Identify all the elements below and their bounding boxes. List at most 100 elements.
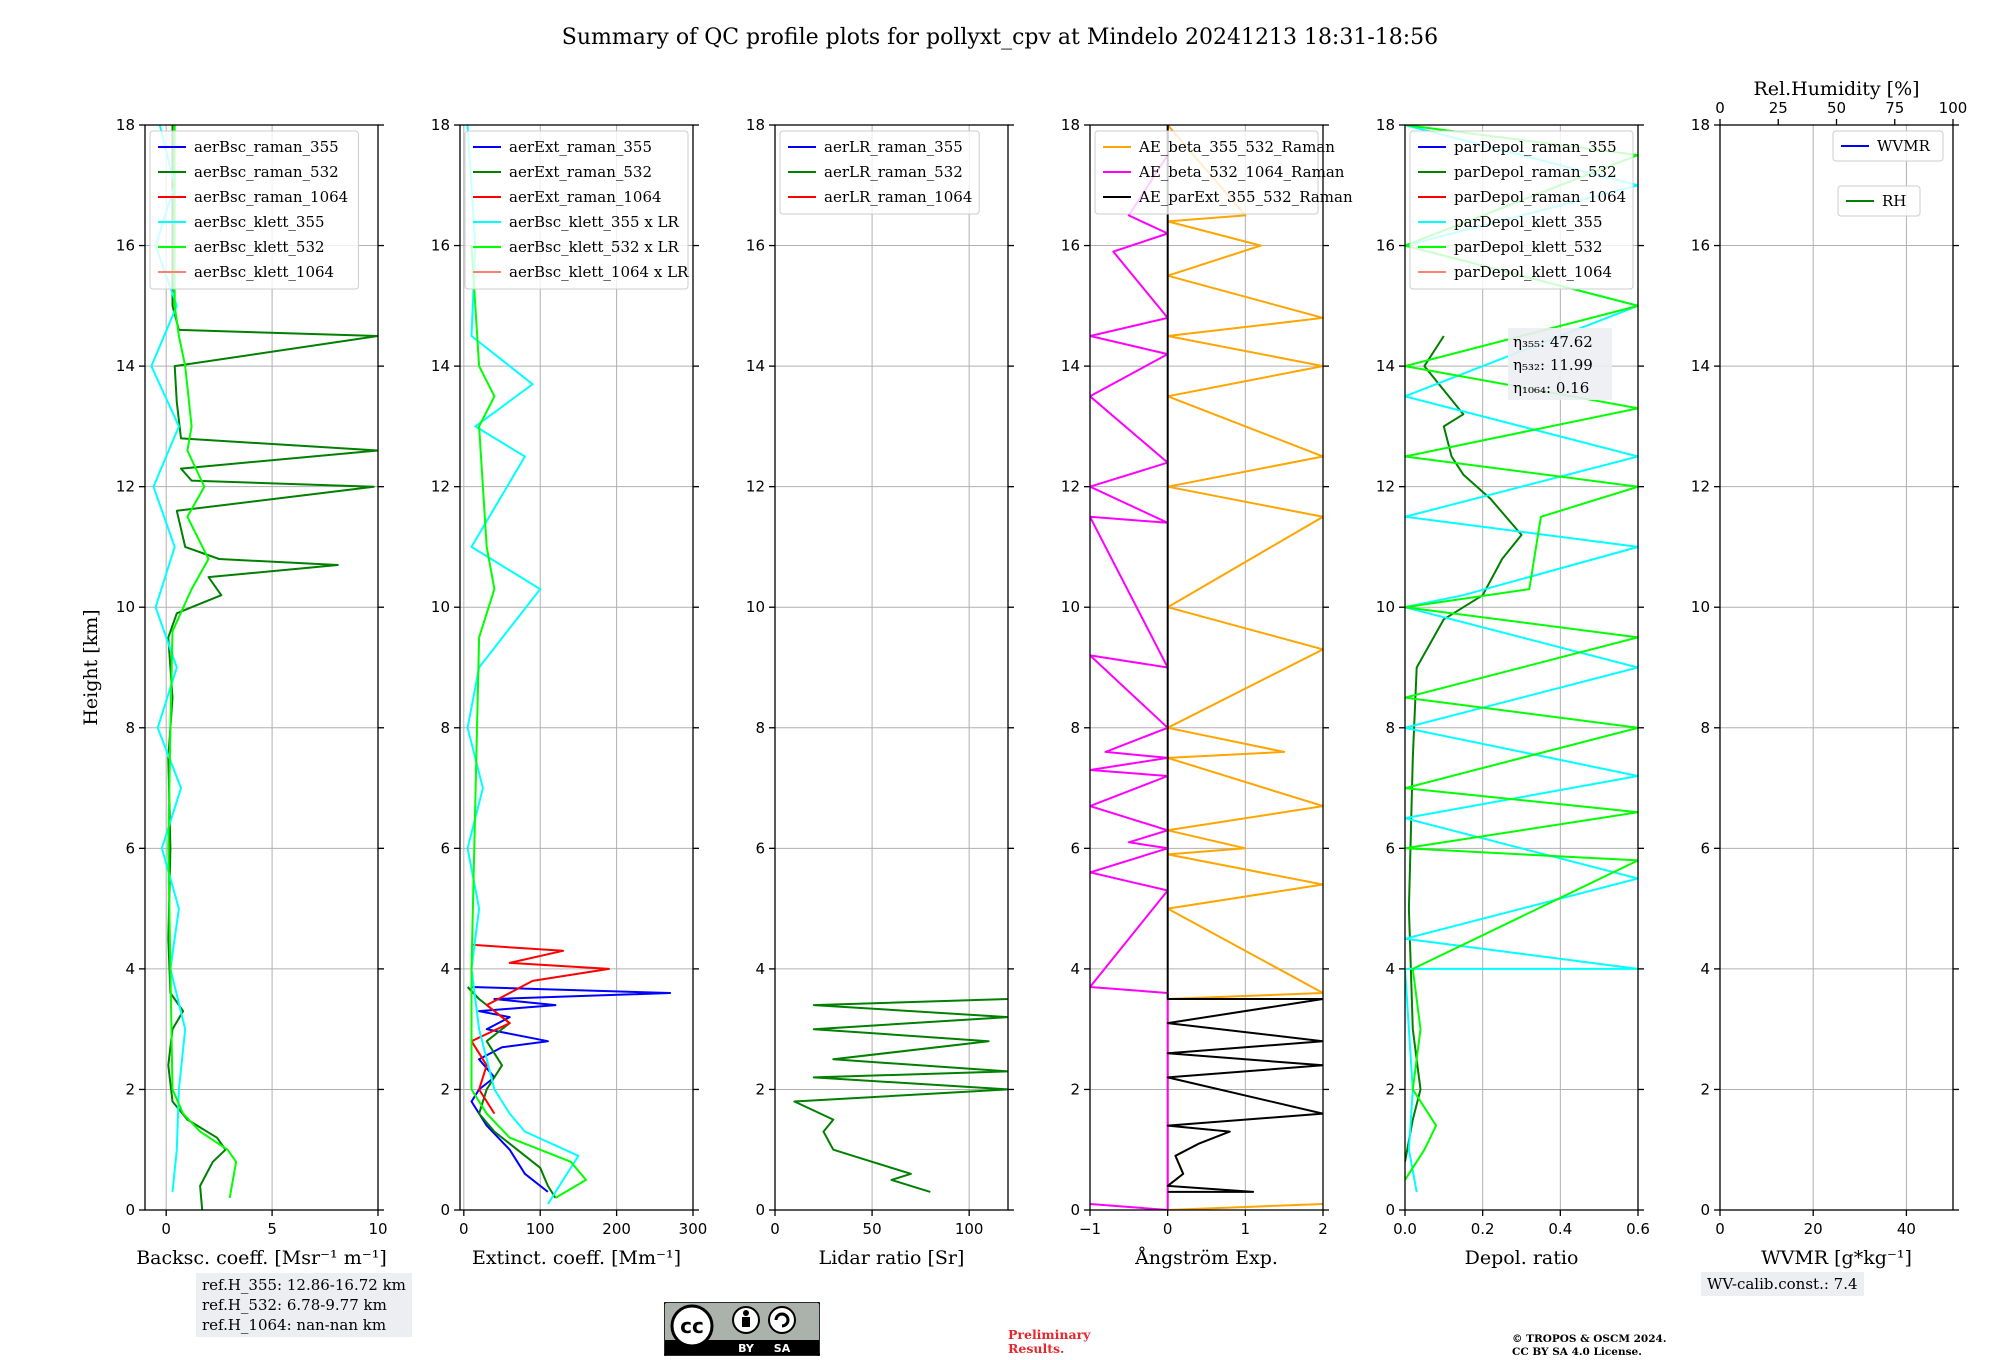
y-tick-label: 4 bbox=[1385, 960, 1395, 978]
series-aerBsc_klett_355 x LR bbox=[466, 125, 580, 1205]
legend-label: aerExt_raman_1064 bbox=[509, 188, 662, 206]
preliminary-note: Preliminary Results. bbox=[1008, 1328, 1090, 1356]
legend-label: aerLR_raman_532 bbox=[824, 163, 963, 181]
legend-box bbox=[1409, 130, 1634, 290]
y-tick-label: 14 bbox=[1061, 357, 1080, 375]
y-tick-label: 14 bbox=[746, 357, 765, 375]
series-aerLR_raman_532 bbox=[793, 998, 1008, 1193]
preliminary-line-2: Results. bbox=[1008, 1341, 1065, 1356]
legend-box bbox=[464, 130, 689, 290]
y-tick-label: 6 bbox=[1700, 839, 1710, 857]
x-tick-label: 100 bbox=[526, 1220, 555, 1238]
y-tick-label: 16 bbox=[1691, 237, 1710, 255]
y-tick-label: 12 bbox=[746, 478, 765, 496]
y-tick-label: 8 bbox=[1385, 719, 1395, 737]
x-tick-label: 0 bbox=[161, 1220, 171, 1238]
legend-label: parDepol_klett_532 bbox=[1454, 238, 1603, 256]
y-tick-label: 14 bbox=[431, 357, 450, 375]
x-tick-label: 100 bbox=[955, 1220, 984, 1238]
legend-box bbox=[1837, 185, 1921, 217]
legend-label: aerBsc_klett_355 x LR bbox=[509, 213, 680, 231]
y-tick-label: 4 bbox=[755, 960, 765, 978]
copyright-note: © TROPOS & OSCM 2024. CC BY SA 4.0 Licen… bbox=[1512, 1333, 1667, 1359]
series-group bbox=[793, 998, 1008, 1193]
x2-tick-label: 0 bbox=[1715, 99, 1725, 117]
y-tick-label: 10 bbox=[116, 598, 135, 616]
x-tick-label: 0.6 bbox=[1626, 1220, 1650, 1238]
x-tick-label: 10 bbox=[368, 1220, 387, 1238]
sa-label: SA bbox=[774, 1342, 791, 1355]
y-tick-label: 10 bbox=[431, 598, 450, 616]
legend-label: aerBsc_klett_532 bbox=[194, 238, 325, 256]
x-tick-label: 300 bbox=[679, 1220, 708, 1238]
preliminary-line-1: Preliminary bbox=[1008, 1327, 1091, 1342]
x-tick-label: −1 bbox=[1079, 1220, 1101, 1238]
by-label: BY bbox=[738, 1342, 755, 1355]
y-tick-label: 10 bbox=[1061, 598, 1080, 616]
y-tick-label: 2 bbox=[125, 1080, 135, 1098]
x-tick-label: 0.4 bbox=[1548, 1220, 1572, 1238]
reference-height-box: ref.H_355: 12.86-16.72 km ref.H_532: 6.7… bbox=[196, 1273, 412, 1337]
x-tick-label: 0 bbox=[1715, 1220, 1725, 1238]
x2-axis-label: Rel.Humidity [%] bbox=[1753, 78, 1919, 100]
y-tick-label: 12 bbox=[116, 478, 135, 496]
axes-frame bbox=[1089, 124, 1324, 1211]
series-aerBsc_klett_532 bbox=[167, 125, 238, 1199]
series-aerExt_raman_355 bbox=[470, 986, 672, 1193]
cc-icon: cc bbox=[680, 1314, 704, 1338]
legend-box bbox=[779, 130, 980, 215]
x2-tick-label: 75 bbox=[1885, 99, 1904, 117]
y-tick-label: 6 bbox=[1385, 839, 1395, 857]
axes-frame bbox=[1404, 124, 1639, 1211]
y-tick-label: 4 bbox=[125, 960, 135, 978]
panel-depol: 0 2 4 6 8 10 12 14 16 18 0.0 0.2 0.4 0.6 Depol. ratio p… bbox=[1376, 116, 1650, 1269]
y-tick-label: 0 bbox=[1070, 1201, 1080, 1219]
y-tick-label: 18 bbox=[431, 116, 450, 134]
panel-ext: 0 2 4 6 8 10 12 14 16 18 0 100 200 300 Extinct. coeff.… bbox=[431, 116, 707, 1269]
x-tick-label: 50 bbox=[863, 1220, 882, 1238]
y-tick-label: 10 bbox=[1691, 598, 1710, 616]
y-tick-label: 2 bbox=[755, 1080, 765, 1098]
x-tick-label: 0.2 bbox=[1471, 1220, 1495, 1238]
y-tick-label: 18 bbox=[1061, 116, 1080, 134]
ref-h-532: ref.H_532: 6.78-9.77 km bbox=[202, 1296, 387, 1314]
x-tick-label: 0 bbox=[1163, 1220, 1173, 1238]
y-tick-label: 2 bbox=[440, 1080, 450, 1098]
y-tick-label: 4 bbox=[1070, 960, 1080, 978]
legend-box bbox=[1094, 130, 1319, 215]
x2-tick-label: 50 bbox=[1827, 99, 1846, 117]
wv-calib-const: WV-calib.const.: 7.4 bbox=[1707, 1275, 1858, 1293]
panel-wv: 0 2 4 6 8 10 12 14 16 18 0 20 40 WVMR [g*kg⁻¹] 0 25 50 75… bbox=[1691, 78, 1967, 1269]
y-tick-label: 8 bbox=[755, 719, 765, 737]
legend-label: RH bbox=[1882, 192, 1906, 210]
x-tick-label: 0 bbox=[459, 1220, 469, 1238]
eta-box bbox=[1508, 328, 1612, 400]
x-axis-label: WVMR [g*kg⁻¹] bbox=[1761, 1247, 1912, 1269]
legend-label: aerExt_raman_532 bbox=[509, 163, 652, 181]
y-tick-label: 6 bbox=[440, 839, 450, 857]
series-AE_parExt_355_532_Raman bbox=[1166, 125, 1323, 1193]
axes-frame bbox=[1719, 124, 1954, 1211]
x-axis-label: Backsc. coeff. [Msr⁻¹ m⁻¹] bbox=[136, 1247, 387, 1269]
y-tick-label: 10 bbox=[746, 598, 765, 616]
x-tick-label: 0.0 bbox=[1393, 1220, 1417, 1238]
y-tick-label: 0 bbox=[1700, 1201, 1710, 1219]
y-tick-label: 18 bbox=[116, 116, 135, 134]
y-tick-label: 0 bbox=[125, 1201, 135, 1219]
legend-label: aerBsc_raman_1064 bbox=[194, 188, 348, 206]
y-tick-label: 2 bbox=[1385, 1080, 1395, 1098]
y-tick-label: 12 bbox=[1691, 478, 1710, 496]
x-axis-label: Extinct. coeff. [Mm⁻¹] bbox=[472, 1247, 681, 1269]
series-group bbox=[1090, 125, 1323, 1210]
legend-label: WVMR bbox=[1877, 137, 1931, 155]
y-tick-label: 0 bbox=[440, 1201, 450, 1219]
y-tick-label: 2 bbox=[1700, 1080, 1710, 1098]
axes-frame bbox=[144, 124, 379, 1211]
cc-license-badge: cc BY SA bbox=[664, 1302, 820, 1356]
x-axis-label: Depol. ratio bbox=[1465, 1247, 1579, 1269]
legend-label: parDepol_klett_355 bbox=[1454, 213, 1603, 231]
eta-value: η₁₀₆₄: 0.16 bbox=[1513, 379, 1589, 397]
y-tick-label: 8 bbox=[1700, 719, 1710, 737]
y-tick-label: 14 bbox=[1376, 357, 1395, 375]
panel-bsc: 0 2 4 6 8 10 12 14 16 18 0 5 10 Backsc. coeff. [Msr⁻¹… bbox=[80, 116, 388, 1269]
